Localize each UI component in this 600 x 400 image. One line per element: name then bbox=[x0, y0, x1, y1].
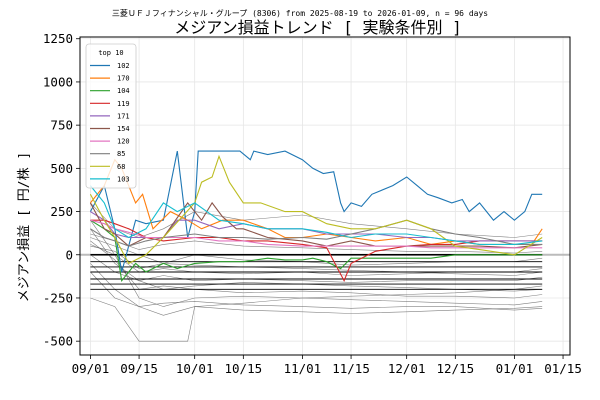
series-line-103 bbox=[89, 185, 543, 245]
y-tick-label: 250 bbox=[50, 204, 73, 219]
flat-series-lines bbox=[90, 261, 543, 290]
y-tick-label: 1250 bbox=[43, 31, 73, 46]
legend-title: top 10 bbox=[98, 49, 123, 57]
series-line-119 bbox=[90, 219, 543, 283]
background-series-line bbox=[90, 271, 543, 311]
background-series-line bbox=[90, 228, 543, 283]
axes-frame bbox=[79, 36, 571, 356]
background-series-line bbox=[90, 220, 543, 307]
x-tick-label: 10/15 bbox=[225, 361, 263, 376]
y-tick-label: -500 bbox=[43, 334, 73, 349]
x-tick-label: 12/01 bbox=[388, 361, 426, 376]
background-series-line bbox=[90, 263, 543, 316]
x-tick-label: 11/01 bbox=[284, 361, 322, 376]
y-axis-label: メジアン損益 [ 円/株 ] bbox=[17, 152, 32, 302]
legend-label-68: 68 bbox=[117, 163, 125, 171]
y-tick-label: 750 bbox=[50, 118, 73, 133]
grid-lines bbox=[80, 37, 570, 355]
legend-label-120: 120 bbox=[117, 138, 130, 146]
legend-label-171: 171 bbox=[117, 112, 130, 120]
legend-label-119: 119 bbox=[117, 100, 130, 108]
series-line-85 bbox=[90, 219, 543, 247]
series-line-104 bbox=[90, 219, 543, 283]
plot-background bbox=[80, 37, 570, 355]
plot-area bbox=[80, 37, 570, 355]
chart-title: メジアン損益トレンド [ 実験条件別 ] bbox=[174, 18, 462, 37]
legend-label-103: 103 bbox=[117, 175, 130, 183]
legend-label-154: 154 bbox=[117, 125, 130, 133]
x-tick-label: 11/15 bbox=[332, 361, 370, 376]
x-tick-label: 09/15 bbox=[120, 361, 158, 376]
background-series-line bbox=[90, 233, 543, 254]
legend-label-102: 102 bbox=[117, 62, 130, 70]
x-tick-label: 01/15 bbox=[544, 361, 582, 376]
background-series-line bbox=[90, 237, 543, 276]
legend-label-104: 104 bbox=[117, 87, 130, 95]
series-line-68 bbox=[89, 154, 543, 265]
legend: top 10 102 170 104 119 171 154 120 85 68 103 bbox=[85, 43, 137, 189]
y-tick-label: 1000 bbox=[43, 74, 73, 89]
y-tick-label: -250 bbox=[43, 290, 73, 305]
series-lines bbox=[89, 150, 543, 283]
legend-box bbox=[85, 43, 137, 189]
x-tick-label: 10/01 bbox=[176, 361, 214, 376]
y-tick-labels: -500 -250 0 250 500 750 1000 1250 bbox=[43, 31, 80, 349]
series-line-154 bbox=[89, 201, 543, 249]
x-tick-label: 01/01 bbox=[496, 361, 534, 376]
y-tick-label: 500 bbox=[50, 161, 73, 176]
background-series-line bbox=[90, 202, 543, 238]
series-line-120 bbox=[90, 219, 543, 249]
background-series-line bbox=[90, 285, 543, 342]
y-tick-label: 0 bbox=[65, 247, 73, 262]
x-tick-label: 12/15 bbox=[436, 361, 474, 376]
x-tick-labels: 09/01 09/15 10/01 10/15 11/01 11/15 12/01 12/15… bbox=[72, 355, 582, 376]
legend-label-170: 170 bbox=[117, 75, 130, 83]
axes bbox=[79, 36, 571, 356]
x-tick-label: 09/01 bbox=[72, 361, 110, 376]
legend-label-85: 85 bbox=[117, 150, 125, 158]
series-line-102 bbox=[89, 150, 543, 273]
chart-subtitle: 三菱ＵＦＪフィナンシャル・グループ (8306) from 2025-08-19… bbox=[112, 8, 488, 18]
